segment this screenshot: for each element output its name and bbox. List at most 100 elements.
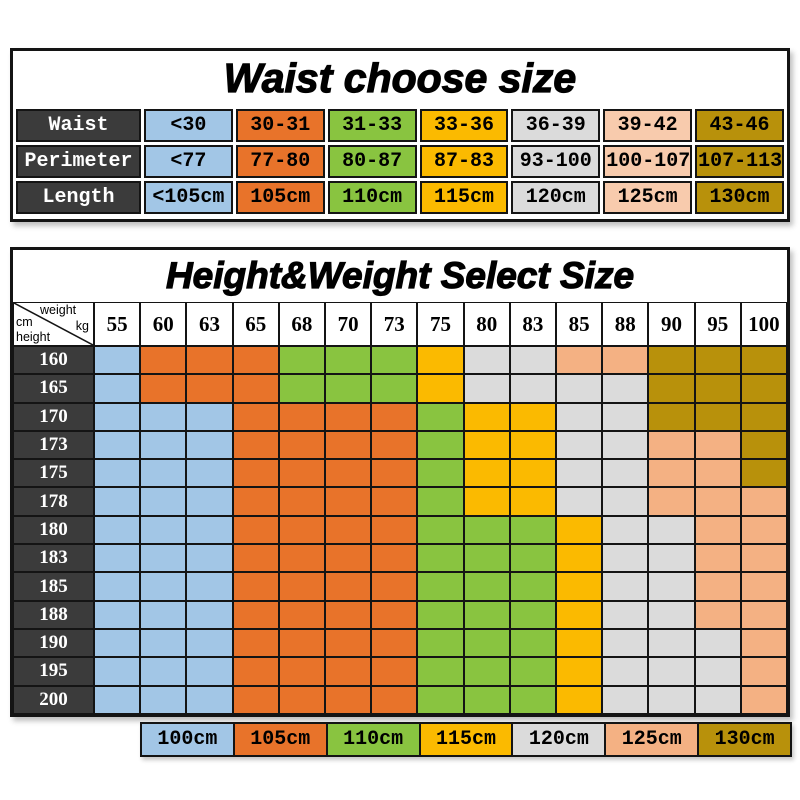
size-cell-100cm: [94, 487, 141, 516]
size-cell-105cm: [325, 459, 372, 488]
legend-item-105cm: 105cm: [234, 722, 328, 757]
size-cell-100cm: [94, 685, 141, 714]
waist-value-cell: 36-39: [511, 109, 601, 142]
weight-header-cell: 70: [325, 302, 372, 346]
size-cell-100cm: [140, 430, 187, 460]
size-cell-105cm: [140, 346, 187, 375]
weight-header-cell: 100: [740, 302, 787, 346]
size-cell-105cm: [232, 487, 279, 516]
height-row-label: 183: [13, 544, 94, 573]
size-cell-120cm: [602, 544, 649, 573]
size-cell-105cm: [371, 515, 418, 545]
height-row-label: 200: [13, 685, 94, 714]
size-cell-105cm: [140, 374, 187, 403]
size-cell-100cm: [186, 657, 233, 686]
diagonal-line: [14, 303, 93, 345]
size-cell-125cm: [694, 515, 741, 545]
size-cell-120cm: [648, 600, 695, 629]
size-cell-105cm: [232, 374, 279, 403]
size-cell-105cm: [278, 487, 325, 516]
size-cell-110cm: [417, 572, 464, 601]
size-cell-130cm: [740, 346, 787, 375]
waist-table-body: Waist <30 30-31 31-33 33-36 36-39 39-42 43-46 Pe…: [16, 109, 784, 214]
size-cell-105cm: [232, 430, 279, 460]
weight-header-cell: 83: [509, 302, 556, 346]
size-cell-110cm: [463, 544, 510, 573]
size-cell-130cm: [648, 402, 695, 431]
size-cell-100cm: [94, 628, 141, 658]
waist-value-cell: 30-31: [235, 109, 325, 142]
size-cell-105cm: [325, 515, 372, 545]
size-cell-105cm: [371, 430, 418, 460]
size-cell-125cm: [740, 487, 787, 516]
height-row-label: 178: [13, 487, 94, 516]
size-cell-105cm: [278, 544, 325, 573]
size-cell-100cm: [186, 544, 233, 573]
legend-item-125cm: 125cm: [606, 722, 700, 757]
size-cell-105cm: [371, 600, 418, 629]
size-cell-125cm: [602, 346, 649, 375]
size-cell-100cm: [94, 600, 141, 629]
size-cell-105cm: [325, 685, 372, 714]
size-cell-125cm: [694, 459, 741, 488]
waist-value-cell: 33-36: [419, 109, 509, 142]
waist-value-cell: 77-80: [235, 145, 325, 178]
size-cell-105cm: [232, 600, 279, 629]
size-cell-110cm: [417, 402, 464, 431]
size-cell-120cm: [694, 657, 741, 686]
size-cell-110cm: [463, 600, 510, 629]
weight-header-cell: 85: [556, 302, 603, 346]
size-cell-110cm: [417, 600, 464, 629]
size-cell-120cm: [648, 657, 695, 686]
size-cell-110cm: [463, 685, 510, 714]
size-cell-125cm: [648, 459, 695, 488]
size-cell-105cm: [278, 402, 325, 431]
weight-header-cell: 90: [648, 302, 695, 346]
size-cell-120cm: [602, 628, 649, 658]
size-cell-120cm: [694, 685, 741, 714]
size-legend: 100cm 105cm 110cm 115cm 120cm 125cm 130cm: [140, 722, 793, 757]
size-cell-120cm: [463, 346, 510, 375]
size-cell-105cm: [371, 487, 418, 516]
weight-header-cell: 95: [694, 302, 741, 346]
size-cell-130cm: [740, 374, 787, 403]
size-cell-120cm: [509, 374, 556, 403]
size-cell-125cm: [740, 628, 787, 658]
size-cell-110cm: [463, 628, 510, 658]
weight-header-cell: 75: [417, 302, 464, 346]
waist-value-cell: 43-46: [695, 109, 784, 142]
size-cell-115cm: [556, 572, 603, 601]
size-cell-115cm: [463, 430, 510, 460]
size-cell-115cm: [463, 459, 510, 488]
size-cell-100cm: [186, 402, 233, 431]
size-cell-130cm: [740, 430, 787, 460]
waist-value-cell: 80-87: [327, 145, 417, 178]
waist-value-cell: 130cm: [695, 181, 784, 214]
height-row-label: 160: [13, 346, 94, 375]
weight-header-cell: 73: [371, 302, 418, 346]
size-cell-115cm: [417, 374, 464, 403]
size-cell-115cm: [556, 685, 603, 714]
size-cell-115cm: [556, 515, 603, 545]
size-cell-125cm: [740, 572, 787, 601]
size-cell-100cm: [140, 600, 187, 629]
size-cell-120cm: [694, 628, 741, 658]
size-cell-100cm: [186, 685, 233, 714]
height-row-label: 165: [13, 374, 94, 403]
size-cell-110cm: [417, 657, 464, 686]
size-cell-120cm: [602, 600, 649, 629]
size-cell-120cm: [602, 430, 649, 460]
size-cell-125cm: [740, 600, 787, 629]
size-cell-125cm: [694, 572, 741, 601]
size-cell-125cm: [556, 346, 603, 375]
size-cell-120cm: [648, 515, 695, 545]
waist-value-cell: <105cm: [144, 181, 233, 214]
size-cell-110cm: [325, 346, 372, 375]
size-cell-120cm: [602, 374, 649, 403]
size-cell-120cm: [556, 402, 603, 431]
waist-value-cell: 115cm: [419, 181, 509, 214]
size-cell-105cm: [278, 657, 325, 686]
waist-row-label: Perimeter: [16, 145, 141, 178]
waist-value-cell: 125cm: [603, 181, 693, 214]
size-cell-130cm: [740, 459, 787, 488]
